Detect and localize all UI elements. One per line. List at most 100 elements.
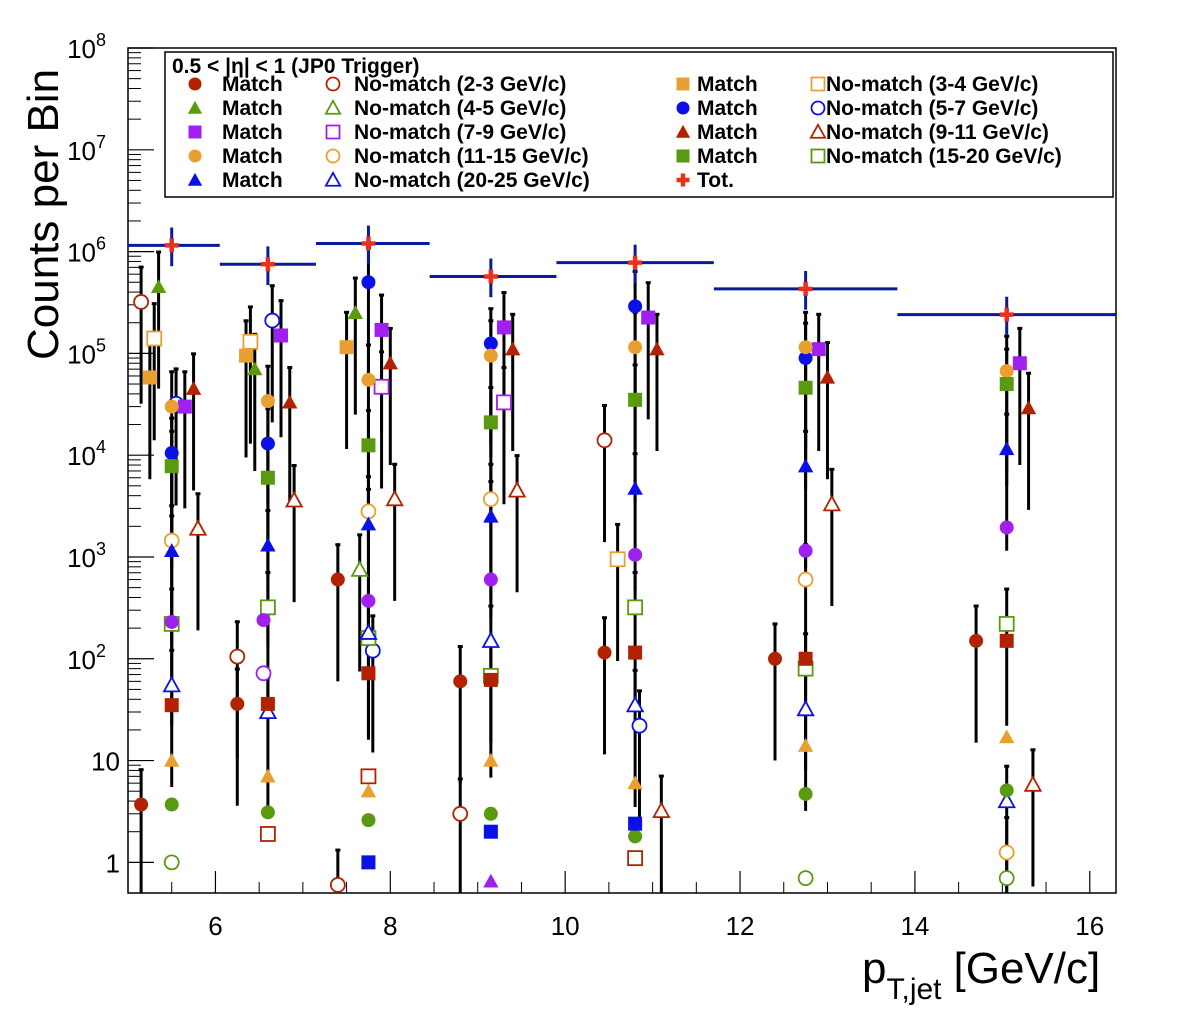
data-point: [496, 320, 511, 335]
legend-marker: [325, 148, 341, 164]
data-point: [259, 826, 276, 842]
data-point: [164, 797, 179, 812]
y-tick-base: 10: [67, 34, 96, 64]
data-point: [596, 432, 613, 449]
x-tick-label: 6: [208, 911, 222, 941]
data-point: [483, 672, 498, 687]
data-point: [146, 330, 163, 347]
data-point: [360, 783, 377, 798]
y-tick-label: 108: [67, 30, 106, 64]
data-point: [164, 399, 179, 414]
data-point: [361, 855, 376, 870]
data-point: [260, 470, 275, 485]
data-point: [483, 508, 499, 523]
legend-marker: [325, 76, 341, 92]
legend-label: No-match (2-3 GeV/c): [354, 73, 566, 96]
data-point: [631, 717, 648, 734]
data-point: [185, 380, 202, 395]
data-point: [999, 364, 1014, 379]
x-tick-label: 10: [551, 911, 580, 941]
data-point: [1012, 356, 1027, 371]
legend-marker: [810, 76, 826, 92]
data-point: [998, 844, 1015, 861]
data-point: [628, 255, 643, 270]
data-point: [505, 341, 521, 356]
legend-marker: [810, 148, 826, 164]
data-point: [628, 816, 643, 831]
data-point: [768, 651, 783, 666]
data-point: [150, 279, 167, 294]
legend-marker: [188, 149, 202, 163]
data-point: [483, 752, 499, 767]
x-axis-title-unit: [GeV/c]: [954, 944, 1101, 993]
data-point: [625, 695, 645, 713]
data-point: [652, 801, 671, 818]
data-point: [798, 651, 813, 666]
legend-label: Match: [222, 97, 283, 120]
data-point: [627, 599, 644, 616]
data-point: [999, 377, 1014, 392]
data-point: [361, 275, 376, 290]
x-tick-label: 8: [383, 911, 397, 941]
data-point: [134, 797, 149, 812]
data-point: [164, 459, 179, 474]
data-point: [274, 328, 289, 343]
data-point: [597, 645, 612, 660]
legend-marker: [325, 124, 341, 140]
data-point: [382, 355, 399, 370]
legend-label: Match: [697, 73, 758, 96]
legend-label: Match: [222, 145, 283, 168]
data-point: [999, 307, 1014, 322]
y-tick-base: 10: [67, 441, 96, 471]
data-point: [164, 752, 180, 767]
x-tick-label: 14: [900, 911, 929, 941]
data-point: [374, 322, 389, 337]
data-point: [628, 299, 643, 314]
data-point: [282, 394, 298, 409]
legend-label: No-match (4-5 GeV/c): [354, 97, 566, 120]
data-point: [350, 560, 369, 577]
legend-box: [164, 51, 1114, 198]
legend-label: Match: [222, 169, 283, 192]
y-tick-exponent: 4: [96, 437, 106, 457]
data-point: [230, 696, 245, 711]
legend-marker: [676, 101, 690, 115]
legend-label: No-match (5-7 GeV/c): [826, 97, 1038, 120]
data-point: [797, 737, 814, 752]
legend-marker: [676, 77, 690, 91]
data-point: [453, 674, 468, 689]
y-tick-label: 103: [67, 539, 106, 573]
data-point: [798, 786, 813, 801]
y-tick-exponent: 6: [96, 234, 106, 254]
data-point: [339, 340, 354, 355]
data-point: [164, 614, 179, 629]
y-tick-label: 10: [91, 747, 120, 777]
data-point: [999, 633, 1014, 648]
legend-label: No-match (9-11 GeV/c): [826, 121, 1049, 144]
data-point: [798, 340, 813, 355]
data-point: [259, 599, 276, 616]
y-tick-exponent: 3: [96, 539, 106, 559]
data-point: [482, 491, 499, 508]
data-point: [483, 873, 499, 888]
legend-marker: [187, 100, 203, 114]
data-point: [811, 342, 826, 357]
total-bars: [128, 242, 1116, 317]
data-point: [385, 489, 404, 507]
y-tick-exponent: 8: [96, 30, 106, 50]
data-point: [260, 696, 275, 711]
data-point: [188, 519, 208, 536]
data-point: [483, 415, 498, 430]
data-point: [483, 336, 498, 351]
data-point: [998, 616, 1015, 632]
data-point: [247, 361, 263, 376]
data-point: [483, 824, 498, 839]
y-tick-base: 10: [67, 543, 96, 573]
legend-marker: [188, 125, 202, 139]
data-point: [483, 806, 498, 821]
data-point: [260, 768, 276, 783]
data-point: [609, 551, 626, 568]
data-point: [999, 441, 1015, 456]
legend-label: No-match (3-4 GeV/c): [826, 73, 1038, 96]
